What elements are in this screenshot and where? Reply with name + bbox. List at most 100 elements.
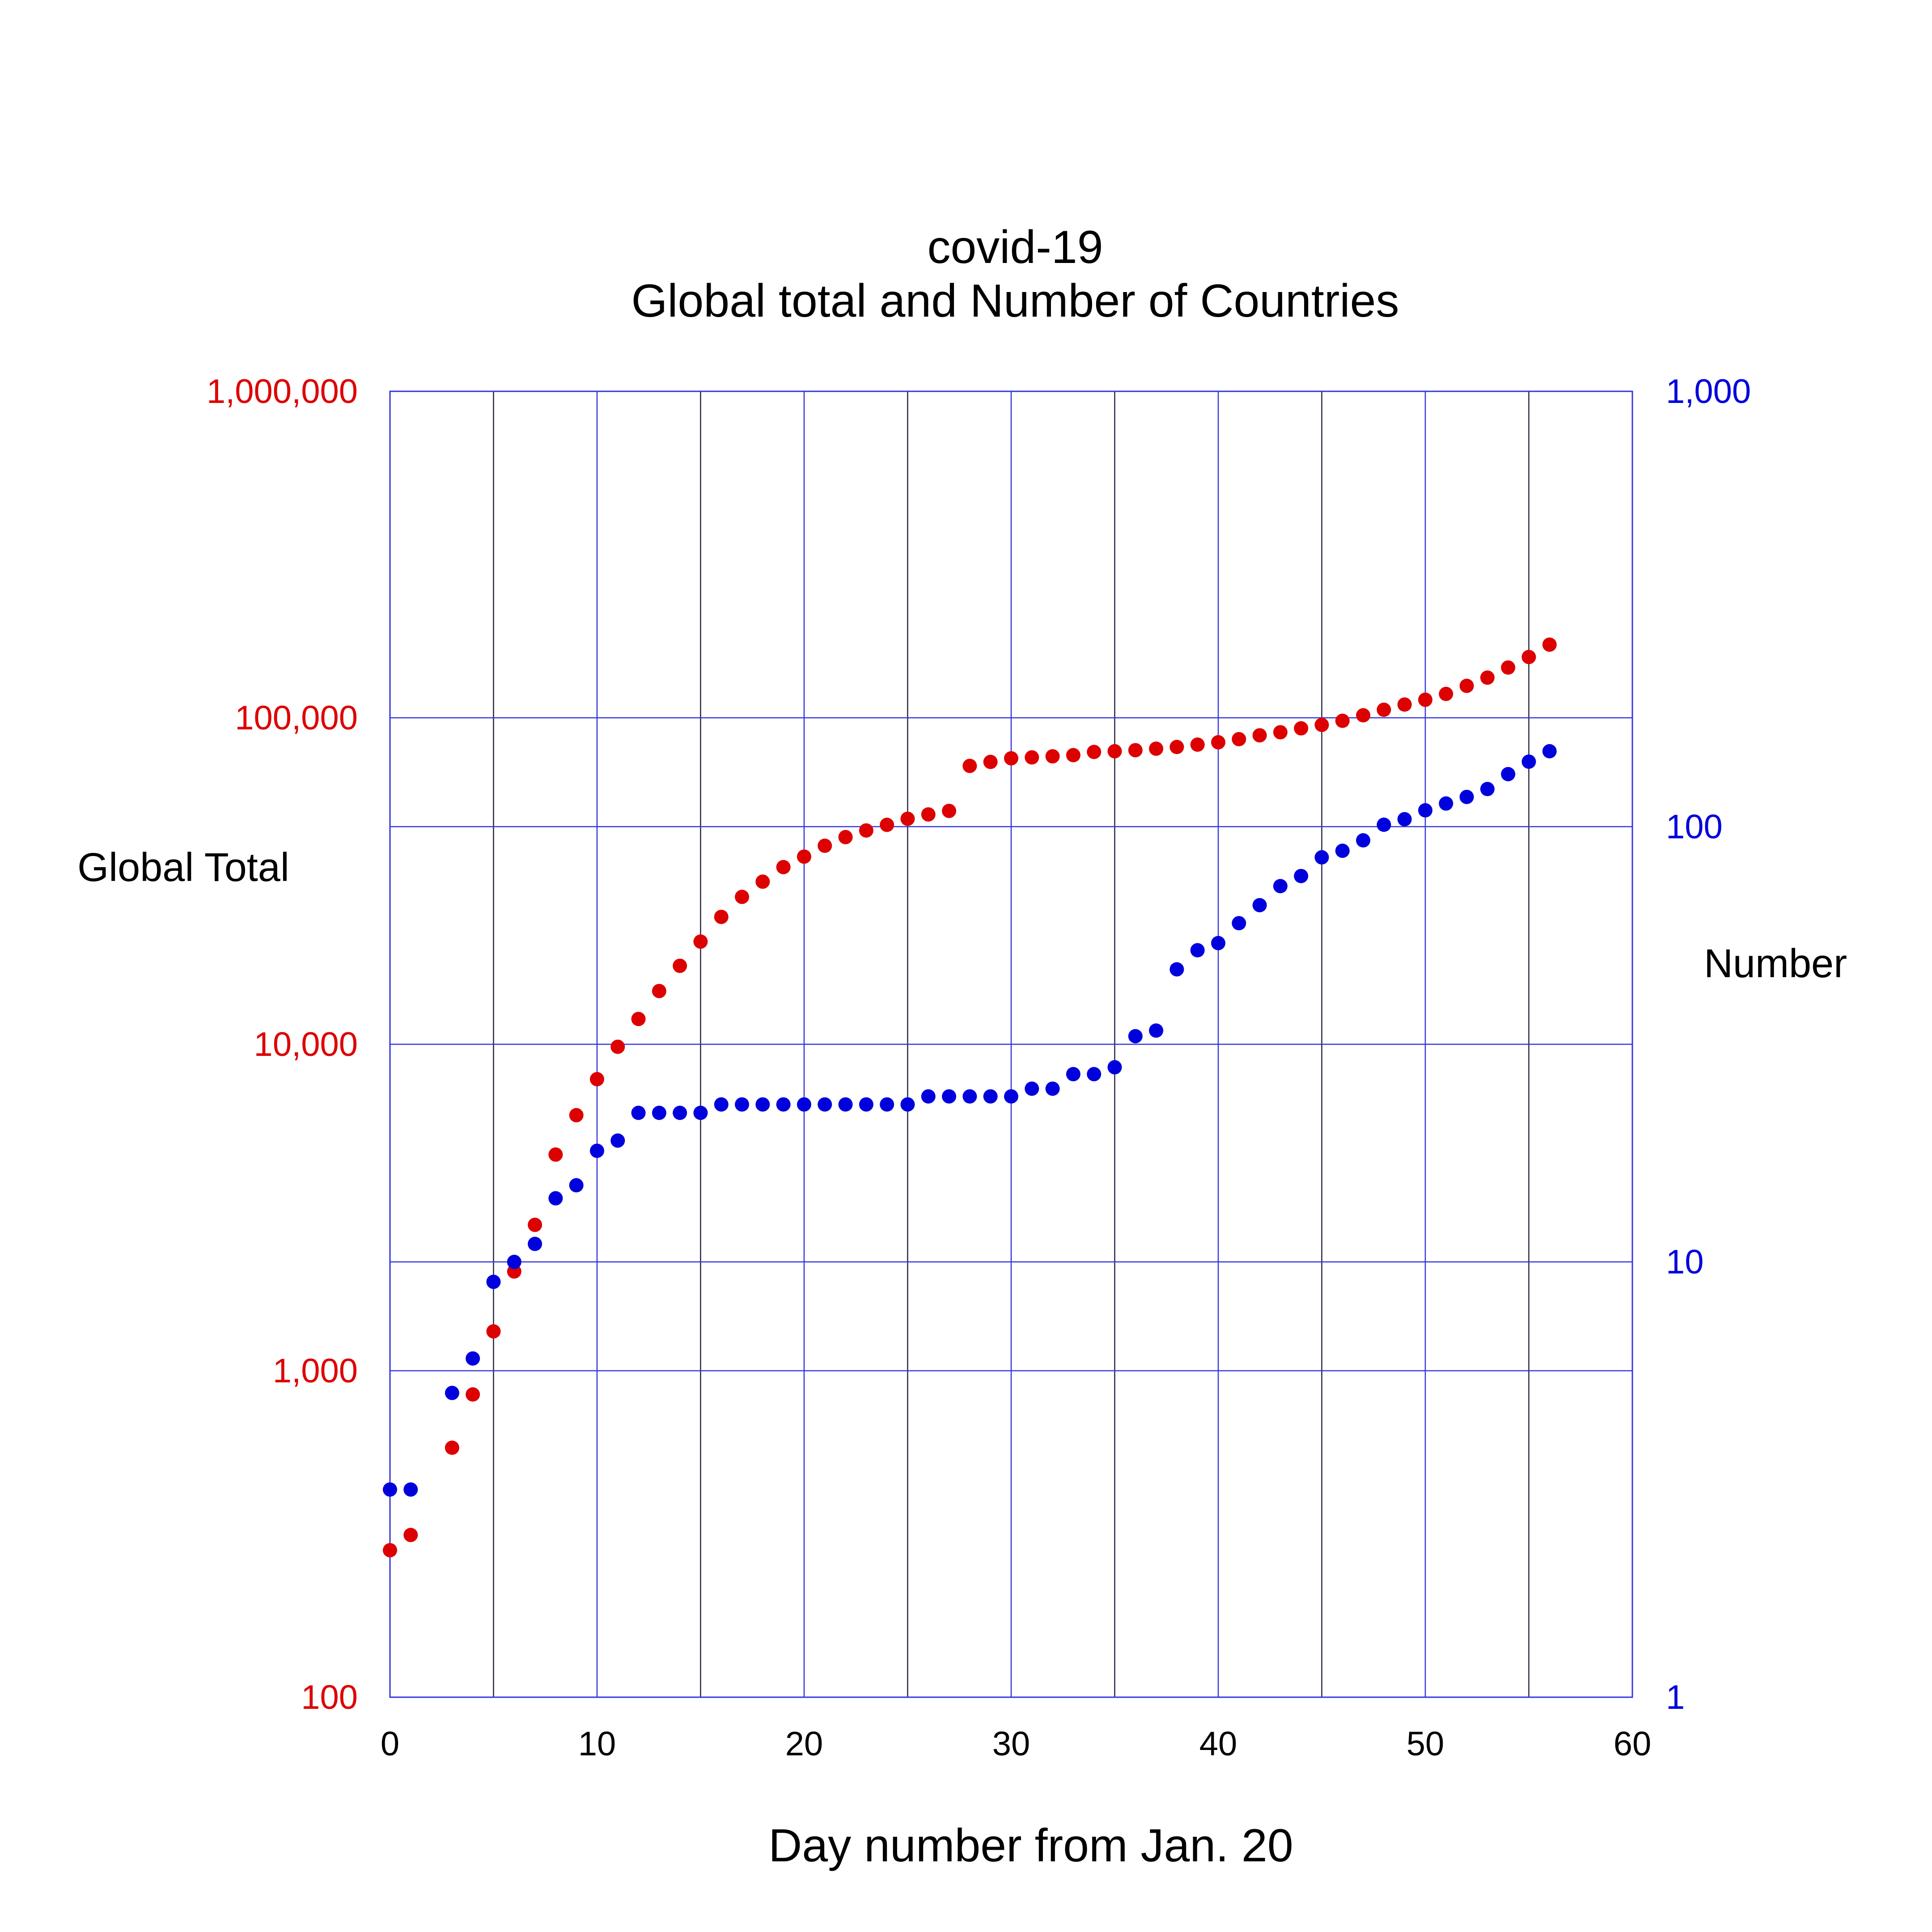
- number-point: [548, 1191, 563, 1206]
- number-point: [838, 1097, 853, 1112]
- number-point: [610, 1133, 625, 1148]
- global-total-point: [590, 1072, 604, 1087]
- number-point: [1211, 936, 1225, 950]
- global-total-point: [1045, 749, 1060, 764]
- number-point: [528, 1237, 542, 1251]
- right-tick-label: 1: [1666, 1678, 1685, 1716]
- number-point: [942, 1089, 957, 1104]
- global-total-point: [1232, 732, 1246, 746]
- global-total-point: [1169, 740, 1184, 754]
- number-point: [1107, 1060, 1122, 1075]
- global-total-point: [1149, 741, 1164, 756]
- number-point: [693, 1106, 708, 1120]
- number-point: [1418, 803, 1432, 818]
- global-total-point: [1107, 744, 1122, 758]
- right-axis-label: Number: [1704, 941, 1847, 986]
- number-point: [403, 1482, 418, 1497]
- global-total-point: [1190, 737, 1205, 752]
- global-total-point: [1439, 686, 1453, 701]
- global-total-point: [1418, 692, 1432, 707]
- global-total-point: [921, 807, 936, 822]
- number-point: [1356, 833, 1371, 848]
- global-total-point: [1004, 751, 1018, 766]
- number-point: [983, 1089, 998, 1104]
- left-tick-label: 1,000,000: [207, 373, 358, 411]
- number-point: [755, 1097, 770, 1112]
- left-tick-label: 1,000: [273, 1352, 358, 1390]
- number-point: [1294, 869, 1309, 883]
- right-tick-label: 10: [1666, 1243, 1704, 1281]
- global-total-point: [880, 818, 894, 832]
- x-tick-label: 10: [578, 1725, 616, 1763]
- x-tick-label: 40: [1199, 1725, 1237, 1763]
- global-total-point: [610, 1039, 625, 1054]
- data-points: [383, 637, 1557, 1558]
- left-tick-label: 100: [301, 1678, 358, 1716]
- series-global-total: [383, 637, 1557, 1558]
- number-point: [1542, 744, 1557, 758]
- number-point: [1066, 1067, 1080, 1081]
- grid: [389, 390, 1633, 1698]
- global-total-point: [1025, 750, 1039, 765]
- number-point: [880, 1097, 894, 1112]
- number-point: [631, 1106, 646, 1120]
- global-total-point: [818, 839, 832, 853]
- series-number: [383, 744, 1557, 1497]
- global-total-point: [693, 934, 708, 949]
- global-total-point: [1521, 650, 1536, 665]
- chart-subtitle: Global total and Number of Countries: [631, 275, 1399, 327]
- number-point: [383, 1482, 397, 1497]
- number-point: [859, 1097, 873, 1112]
- left-axis-label: Global Total: [77, 845, 289, 890]
- global-total-point: [1459, 678, 1474, 693]
- number-point: [507, 1254, 521, 1269]
- global-total-point: [1397, 697, 1412, 712]
- global-total-point: [652, 983, 666, 998]
- number-point: [1128, 1029, 1143, 1043]
- global-total-point: [776, 860, 791, 874]
- global-total-point: [942, 804, 957, 818]
- number-point: [1232, 916, 1246, 931]
- number-point: [673, 1106, 687, 1120]
- global-total-point: [569, 1108, 584, 1123]
- number-point: [1169, 962, 1184, 977]
- global-total-point: [466, 1387, 480, 1402]
- global-total-point: [838, 830, 853, 844]
- right-axis-ticks: 1 10 100 1,000: [1666, 373, 1751, 1716]
- x-tick-label: 60: [1614, 1725, 1652, 1763]
- number-point: [1335, 843, 1350, 858]
- x-tick-label: 20: [785, 1725, 823, 1763]
- number-point: [1377, 818, 1391, 832]
- global-total-point: [1377, 703, 1391, 717]
- global-total-point: [1480, 670, 1495, 685]
- number-point: [1273, 879, 1288, 894]
- number-point: [1459, 789, 1474, 804]
- number-point: [797, 1097, 811, 1112]
- number-point: [714, 1097, 729, 1112]
- number-point: [445, 1385, 459, 1400]
- number-point: [1025, 1081, 1039, 1096]
- x-tick-label: 0: [381, 1725, 399, 1763]
- number-point: [1314, 850, 1329, 865]
- number-point: [962, 1089, 977, 1104]
- x-tick-label: 50: [1407, 1725, 1445, 1763]
- global-total-point: [445, 1441, 459, 1455]
- global-total-point: [1542, 637, 1557, 652]
- number-point: [1397, 812, 1412, 826]
- number-point: [1045, 1081, 1060, 1096]
- x-tick-label: 30: [992, 1725, 1030, 1763]
- global-total-point: [962, 758, 977, 773]
- global-total-point: [383, 1543, 397, 1558]
- global-total-point: [528, 1217, 542, 1232]
- plot-frame: [389, 390, 1633, 1698]
- number-point: [486, 1275, 501, 1289]
- number-point: [1521, 754, 1536, 769]
- x-axis-label: Day number from Jan. 20: [768, 1820, 1293, 1872]
- number-point: [652, 1106, 666, 1120]
- number-point: [900, 1097, 915, 1112]
- left-tick-label: 10,000: [254, 1025, 358, 1063]
- global-total-point: [1356, 708, 1371, 723]
- global-total-point: [900, 811, 915, 826]
- number-point: [1190, 943, 1205, 958]
